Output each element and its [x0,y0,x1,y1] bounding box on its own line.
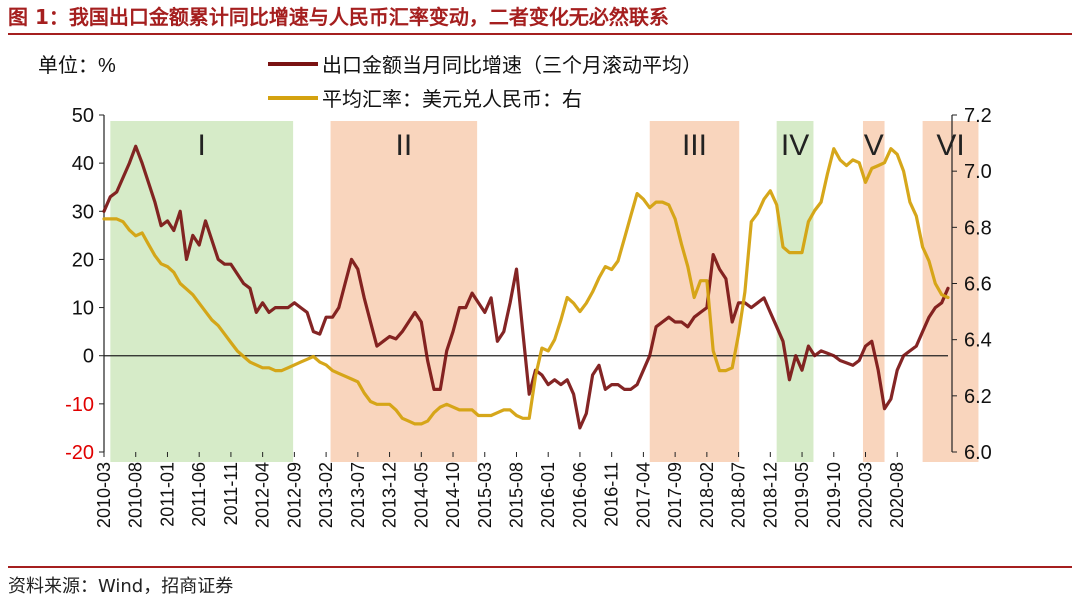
title-bar: 图 1：我国出口金额累计同比增速与人民币汇率变动，二者变化无必然联系 [8,0,1072,35]
left-axis-tick-label: 20 [72,249,94,271]
x-axis-tick-label: 2016-11 [602,462,622,527]
left-axis-tick-label: 0 [83,346,94,368]
x-axis-tick-label: 2015-08 [506,462,526,528]
right-axis-tick-label: 6.0 [964,442,992,464]
x-axis-tick-label: 2011-06 [189,462,209,527]
x-axis-tick-label: 2017-04 [633,462,653,528]
x-axis-tick-label: 2019-05 [792,462,812,528]
period-band-label: VI [936,129,964,162]
period-band [110,121,294,462]
source-note: 资料来源：Wind，招商证券 [8,576,234,597]
x-axis-tick-label: 2013-02 [316,462,336,528]
x-axis-tick-label: 2012-04 [253,462,273,528]
right-axis-tick-label: 7.2 [964,105,992,127]
x-axis-tick-label: 2016-06 [570,462,590,528]
left-axis: -20 -10 0 10 20 30 40 50 [65,105,105,464]
left-axis-tick-label: 40 [72,153,94,175]
x-axis-tick-label: 2019-10 [824,462,844,528]
x-axis-tick-label: 2014-10 [443,462,463,528]
x-axis-tick-label: 2017-09 [665,462,685,528]
legend-label: 平均汇率：美元兑人民币：右 [322,88,582,111]
period-bands: I II III IV V VI [110,121,979,462]
chart-title: 图 1：我国出口金额累计同比增速与人民币汇率变动，二者变化无必然联系 [8,5,669,29]
left-axis-tick-label: -20 [65,442,94,464]
x-axis: 2010-03 2010-08 2011-01 2011-06 2011-11 2012-… [94,452,907,528]
x-axis-tick-label: 2015-03 [475,462,495,528]
x-axis-tick-label: 2010-03 [94,462,114,528]
fx-rate-line [102,147,950,426]
legend-label: 出口金额当月同比增速（三个月滚动平均） [322,54,702,77]
x-axis-tick-label: 2016-01 [538,462,558,528]
x-axis-tick-label: 2010-08 [126,462,146,528]
period-band-label: V [864,129,884,162]
period-band [922,121,979,462]
left-axis-tick-label: -10 [65,394,94,416]
right-axis-tick-label: 6.6 [964,274,992,296]
x-axis-tick-label: 2018-12 [760,462,780,528]
legend: 出口金额当月同比增速（三个月滚动平均） 平均汇率：美元兑人民币：右 [268,54,702,111]
x-axis-tick-label: 2011-01 [157,462,177,527]
x-axis-tick-label: 2020-03 [856,462,876,528]
left-axis-tick-label: 30 [72,201,94,223]
x-axis-tick-label: 2020-08 [887,462,907,528]
period-band [862,121,885,462]
x-axis-tick-label: 2018-02 [697,462,717,528]
x-axis-tick-label: 2011-11 [221,462,241,525]
right-axis-tick-label: 6.2 [964,386,992,408]
period-band-label: III [682,129,707,162]
left-axis-tick-label: 50 [72,105,94,127]
left-axis-tick-label: 10 [72,298,94,320]
right-axis-tick-label: 7.0 [964,161,992,183]
right-axis-tick-label: 6.8 [964,217,992,239]
x-axis-tick-label: 2013-12 [380,462,400,528]
x-axis-tick-label: 2013-07 [348,462,368,528]
x-axis-tick-label: 2014-05 [411,462,431,528]
right-axis: 6.0 6.2 6.4 6.6 6.8 7.0 7.2 [951,105,992,464]
footer-divider [8,566,1072,568]
right-axis-tick-label: 6.4 [964,330,992,352]
export-growth-line [102,144,950,430]
left-axis-unit-label: 单位：% [38,54,116,77]
x-axis-tick-label: 2012-09 [284,462,304,528]
period-band-label: II [396,129,413,162]
x-axis-tick-label: 2018-07 [729,462,749,528]
period-band-label: IV [781,129,809,162]
period-band [776,121,814,462]
period-band-label: I [198,129,206,162]
period-band [330,121,478,462]
title-divider [8,33,1072,35]
